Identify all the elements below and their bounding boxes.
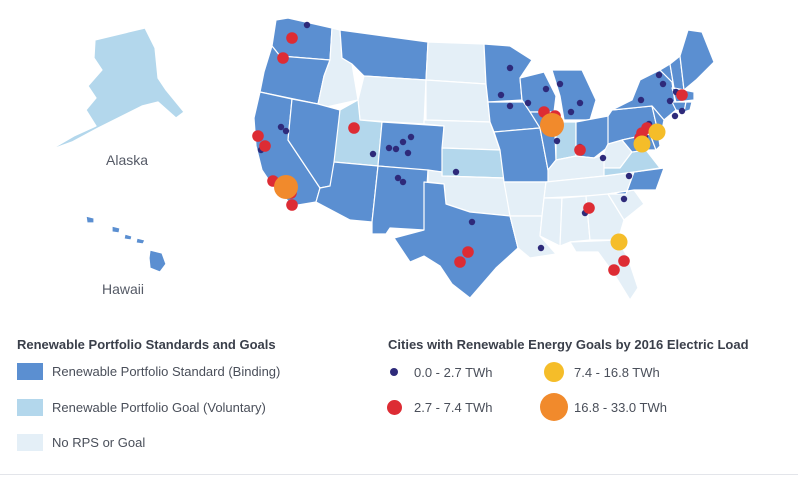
region-alaska [49,27,185,151]
city-marker-medium-city-2 [277,52,289,64]
region-wisconsin [519,71,557,113]
city-marker-small-city-15 [506,64,514,72]
city-marker-small-city-21 [576,99,584,107]
city-marker-small-city-9 [404,149,412,157]
city-marker-small-city-7 [399,138,407,146]
region-south-dakota [425,79,491,123]
city-marker-large-city-2 [610,233,628,251]
region-maine [679,29,715,91]
large-city-label: 7.4 - 16.8 TWh [574,364,660,380]
city-marker-large-city-3 [633,135,651,153]
legend-item-medium-city: 2.7 - 7.4 TWh [374,397,493,417]
city-marker-small-city-3 [282,127,290,135]
region-new-mexico [371,165,429,235]
city-marker-medium-city-20 [618,255,630,267]
city-marker-small-city-16 [497,91,505,99]
region-texas [393,181,519,299]
voluntary-label: Renewable Portfolio Goal (Voluntary) [52,400,266,415]
bottom-divider [0,474,798,475]
city-marker-medium-city-7 [286,199,298,211]
region-rhode-island [683,101,693,113]
city-marker-small-city-12 [399,178,407,186]
city-marker-medium-city-15 [454,256,466,268]
binding-swatch [17,363,43,380]
city-marker-small-city-6 [385,144,393,152]
city-marker-medium-city-8 [348,122,360,134]
city-markers [252,21,688,276]
city-marker-small-city-24 [567,108,575,116]
city-marker-medium-city-13 [583,202,595,214]
city-marker-small-city-17 [506,102,514,110]
none-label: No RPS or Goal [52,435,146,450]
rps-legend-title: Renewable Portfolio Standards and Goals [17,337,276,352]
city-marker-medium-city-12 [574,144,586,156]
legend-item-xlarge-city: 16.8 - 33.0 TWh [534,392,667,422]
binding-label: Renewable Portfolio Standard (Binding) [52,364,281,379]
city-marker-xlarge-city-2 [540,113,564,137]
city-marker-small-city-5 [369,150,377,158]
city-marker-small-city-28 [655,71,663,79]
city-marker-small-city-8 [392,145,400,153]
city-marker-small-city-13 [452,168,460,176]
city-marker-small-city-33 [637,96,645,104]
city-marker-small-city-29 [659,80,667,88]
city-marker-small-city-39 [620,195,628,203]
region-hawaii [85,215,167,273]
small-city-label: 0.0 - 2.7 TWh [414,364,493,380]
voluntary-swatch [17,399,43,416]
city-marker-small-city-36 [671,112,679,120]
region-north-dakota [425,41,487,85]
city-marker-small-city-25 [599,154,607,162]
legend-item-large-city: 7.4 - 16.8 TWh [534,361,660,383]
medium-city-dot [386,399,402,415]
city-marker-small-city-11 [394,174,402,182]
cities-legend-title: Cities with Renewable Energy Goals by 20… [388,337,749,352]
legend-item-binding: Renewable Portfolio Standard (Binding) [17,363,280,380]
city-marker-small-city-14 [468,218,476,226]
region-mississippi [539,197,563,247]
city-marker-large-city-1 [648,123,666,141]
none-swatch [17,434,43,451]
city-marker-medium-city-14 [462,246,474,258]
alaska-label: Alaska [106,152,149,168]
xlarge-city-label: 16.8 - 33.0 TWh [574,399,667,415]
legend-item-voluntary: Renewable Portfolio Goal (Voluntary) [17,399,266,416]
region-arkansas [503,181,547,217]
map-canvas [49,17,715,301]
city-marker-small-city-2 [277,123,285,131]
city-marker-small-city-37 [537,244,545,252]
city-marker-medium-city-3 [252,130,264,142]
city-marker-xlarge-city-1 [274,175,298,199]
city-marker-small-city-32 [678,107,686,115]
medium-city-label: 2.7 - 7.4 TWh [414,399,493,415]
large-city-dot [544,362,564,382]
city-marker-small-city-18 [524,99,532,107]
city-marker-medium-city-21 [608,264,620,276]
legend-item-none: No RPS or Goal [17,434,145,451]
city-marker-small-city-19 [542,85,550,93]
city-marker-medium-city-4 [259,140,271,152]
city-marker-small-city-20 [556,80,564,88]
small-city-dot [390,368,398,376]
city-marker-small-city-22 [553,137,561,145]
city-marker-medium-city-19 [676,89,688,101]
region-wyoming [357,75,427,125]
region-florida [569,239,639,301]
city-marker-small-city-1 [303,21,311,29]
city-marker-small-city-26 [625,172,633,180]
legend-item-small-city: 0.0 - 2.7 TWh [374,363,493,381]
region-kansas [441,147,505,179]
city-marker-small-city-10 [407,133,415,141]
city-marker-medium-city-1 [286,32,298,44]
xlarge-city-dot [540,393,568,421]
city-marker-small-city-31 [666,97,674,105]
hawaii-label: Hawaii [102,281,145,297]
